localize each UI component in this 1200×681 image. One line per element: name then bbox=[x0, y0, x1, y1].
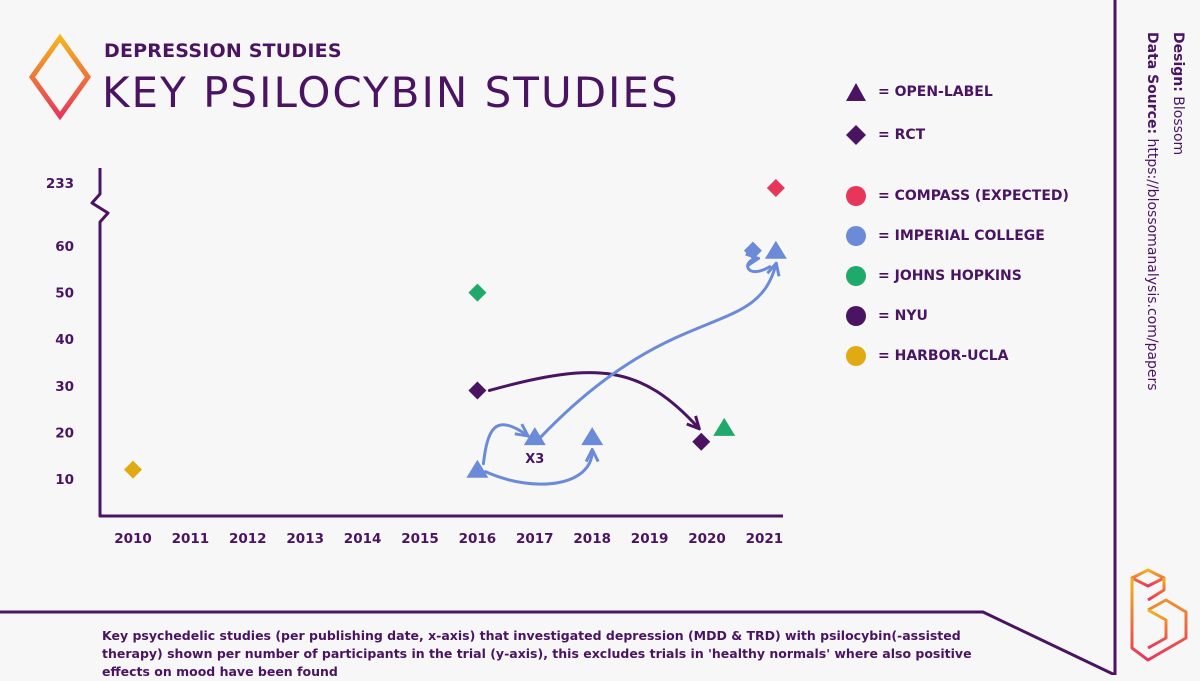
x-tick-label: 2021 bbox=[746, 531, 784, 547]
brand-diamond-logo bbox=[28, 34, 92, 120]
circle-icon bbox=[846, 266, 866, 286]
circle-icon bbox=[846, 306, 866, 326]
legend-item-compass: = COMPASS (EXPECTED) bbox=[844, 184, 1084, 208]
design-credit: Design: Blossom bbox=[1170, 32, 1186, 156]
chart-footnote: Key psychedelic studies (per publishing … bbox=[102, 628, 972, 679]
y-tick-label: 10 bbox=[55, 472, 74, 488]
follow-up-arrow bbox=[481, 423, 526, 466]
data-point-triangle bbox=[581, 427, 604, 446]
x-tick-label: 2014 bbox=[344, 531, 382, 547]
y-tick-label: 30 bbox=[55, 379, 74, 395]
legend-item-hopkins: = JOHNS HOPKINS bbox=[844, 264, 1084, 288]
legend-item-open-label: = OPEN-LABEL bbox=[844, 80, 1084, 104]
x-tick-label: 2013 bbox=[286, 531, 324, 547]
data-point-diamond bbox=[692, 432, 711, 451]
legend-label: = JOHNS HOPKINS bbox=[878, 268, 1022, 284]
data-point-triangle bbox=[523, 427, 546, 446]
follow-up-arrow bbox=[483, 451, 592, 486]
x-tick-labels: 2010 2011 2012 2013 2014 2015 2016 2017 2018 2019… bbox=[114, 531, 783, 547]
data-label: X3 bbox=[525, 452, 544, 467]
y-tick-label: 60 bbox=[55, 239, 74, 255]
data-source-credit: Data Source: https://blossomanalysis.com… bbox=[1144, 32, 1160, 391]
y-tick-label: 233 bbox=[46, 176, 74, 192]
legend-item-imperial: = IMPERIAL COLLEGE bbox=[844, 224, 1084, 248]
legend-label: = HARBOR-UCLA bbox=[878, 348, 1009, 364]
data-point-triangle bbox=[466, 459, 489, 478]
circle-icon bbox=[846, 346, 866, 366]
x-tick-label: 2018 bbox=[573, 531, 611, 547]
y-tick-label: 50 bbox=[55, 286, 74, 302]
page-title: KEY PSILOCYBIN STUDIES bbox=[102, 68, 680, 117]
legend-label: = RCT bbox=[878, 127, 926, 143]
y-tick-labels: 10 20 30 40 50 60 233 bbox=[46, 176, 74, 488]
triangle-icon bbox=[846, 83, 866, 101]
follow-up-arrow bbox=[539, 265, 776, 439]
x-tick-label: 2011 bbox=[172, 531, 210, 547]
follow-up-arrow bbox=[748, 259, 772, 274]
legend-label: = NYU bbox=[878, 308, 928, 324]
x-tick-label: 2020 bbox=[688, 531, 726, 547]
circle-icon bbox=[846, 186, 866, 206]
legend-item-nyu: = NYU bbox=[844, 304, 1084, 328]
data-point-diamond bbox=[468, 283, 487, 302]
y-tick-label: 40 bbox=[55, 332, 74, 348]
legend-label: = OPEN-LABEL bbox=[878, 84, 993, 100]
data-point-diamond bbox=[766, 179, 785, 197]
data-point-triangle bbox=[713, 417, 736, 436]
data-points: X3 bbox=[124, 179, 787, 479]
legend-item-harbor: = HARBOR-UCLA bbox=[844, 344, 1084, 368]
frame-bottom-line bbox=[0, 610, 1116, 675]
x-tick-label: 2016 bbox=[459, 531, 497, 547]
x-tick-label: 2019 bbox=[631, 531, 669, 547]
y-tick-label: 20 bbox=[55, 425, 74, 441]
follow-up-arrows bbox=[481, 259, 776, 486]
diamond-icon bbox=[846, 125, 866, 145]
x-tick-label: 2017 bbox=[516, 531, 554, 547]
data-point-triangle bbox=[764, 240, 787, 259]
data-point-diamond bbox=[743, 241, 762, 260]
follow-up-arrow bbox=[487, 371, 698, 428]
data-point-diamond bbox=[468, 381, 487, 400]
legend-item-rct: = RCT bbox=[844, 123, 1084, 147]
x-tick-label: 2012 bbox=[229, 531, 267, 547]
x-tick-label: 2010 bbox=[114, 531, 152, 547]
x-tick-label: 2015 bbox=[401, 531, 439, 547]
blossom-logo bbox=[1130, 568, 1188, 662]
data-point-diamond bbox=[124, 460, 142, 479]
circle-icon bbox=[846, 226, 866, 246]
legend-label: = COMPASS (EXPECTED) bbox=[878, 188, 1069, 204]
side-credits: Design: Blossom Data Source: https://blo… bbox=[1131, 32, 1191, 391]
legend-label: = IMPERIAL COLLEGE bbox=[878, 228, 1045, 244]
y-axis-line bbox=[90, 168, 783, 518]
page-subtitle: DEPRESSION STUDIES bbox=[104, 40, 342, 62]
